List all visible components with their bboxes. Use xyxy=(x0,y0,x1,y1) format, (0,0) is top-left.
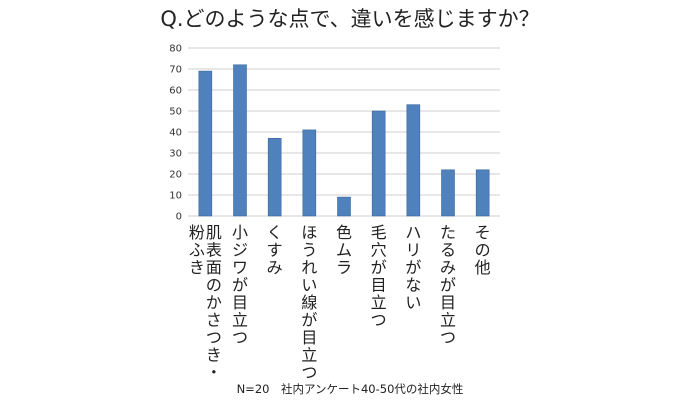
bar xyxy=(267,138,282,217)
bar xyxy=(337,196,351,217)
bar xyxy=(198,70,213,217)
x-category-label: ほうれい線が目立つ xyxy=(301,223,317,382)
y-axis-ticks: 0 10 20 30 40 50 60 70 80 xyxy=(169,44,182,223)
bar xyxy=(233,64,247,217)
bar xyxy=(475,169,490,217)
bars xyxy=(198,64,490,217)
footnote: N=20 社内アンケート40-50代の社内女性 xyxy=(237,382,464,396)
y-tick-label: 0 xyxy=(176,212,182,223)
x-category-label: その他 xyxy=(475,223,491,277)
y-tick-label: 60 xyxy=(169,86,182,97)
bar xyxy=(441,169,455,217)
x-category-label: 粉ふき xyxy=(189,223,205,277)
y-tick-label: 50 xyxy=(169,107,182,118)
x-category-label: たるみが目立つ xyxy=(440,223,456,347)
y-tick-label: 80 xyxy=(169,44,182,55)
y-tick-label: 70 xyxy=(169,65,182,76)
y-tick-label: 40 xyxy=(169,128,182,139)
bar xyxy=(302,129,317,217)
y-tick-label: 30 xyxy=(169,149,182,160)
x-category-label: くすみ xyxy=(267,223,283,277)
x-category-label: ハリがない xyxy=(405,223,421,312)
bar xyxy=(406,104,421,217)
chart-title: Q.どのような点で、違いを感じますか？ xyxy=(160,7,539,31)
y-tick-label: 20 xyxy=(169,170,182,181)
x-axis-categories: 肌表面のかさつき・粉ふき 小ジワが目立つ くすみ ほうれい線が目立つ 色ムラ 毛穴が目立つ… xyxy=(189,223,491,382)
x-category-label: 色ムラ xyxy=(336,223,352,277)
bar xyxy=(371,110,386,217)
x-category-label: 小ジワが目立つ xyxy=(232,223,248,347)
x-category-label: 肌表面のかさつき・ xyxy=(206,223,222,382)
y-tick-label: 10 xyxy=(169,191,182,202)
x-category-label: 毛穴が目立つ xyxy=(371,223,387,330)
